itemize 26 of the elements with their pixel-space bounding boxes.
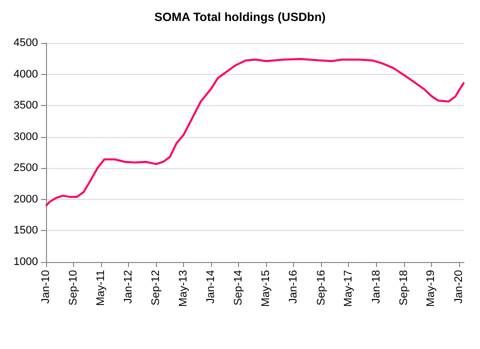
x-tick-label: Jan-16 <box>288 270 300 304</box>
x-tick-label: May-17 <box>342 270 355 307</box>
x-tick-label: Jan-20 <box>452 270 465 304</box>
y-tick-label: 2500 <box>14 162 38 174</box>
y-tick-label: 2000 <box>14 193 38 206</box>
x-tick-label: May-15 <box>260 270 272 307</box>
x-tick-label: Jan-12 <box>122 270 135 304</box>
chart-title: SOMA Total holdings (USDbn) <box>154 10 326 24</box>
x-tick-label: May-13 <box>177 270 190 307</box>
x-tick-label: Sep-14 <box>232 270 245 306</box>
x-tick-label: May-11 <box>94 270 107 306</box>
x-tick-label: Jan-14 <box>205 270 218 304</box>
x-tick-label: Sep-12 <box>150 270 162 306</box>
y-tick-label: 3500 <box>14 100 38 112</box>
x-tick-label: May-19 <box>425 270 438 307</box>
y-tick-label: 4000 <box>14 68 38 80</box>
y-tick-label: 1500 <box>14 224 38 237</box>
x-tick-label: Sep-16 <box>315 270 328 306</box>
x-tick-label: Jan-18 <box>370 270 382 304</box>
line-series <box>45 58 465 207</box>
x-tick-label: Jan-10 <box>40 270 52 304</box>
x-tick-label: Sep-18 <box>398 270 410 306</box>
y-tick-label: 3000 <box>14 130 38 143</box>
x-tick-label: Sep-10 <box>67 270 80 306</box>
y-tick-label: 4500 <box>14 37 38 49</box>
y-tick-label: 1000 <box>14 256 38 268</box>
